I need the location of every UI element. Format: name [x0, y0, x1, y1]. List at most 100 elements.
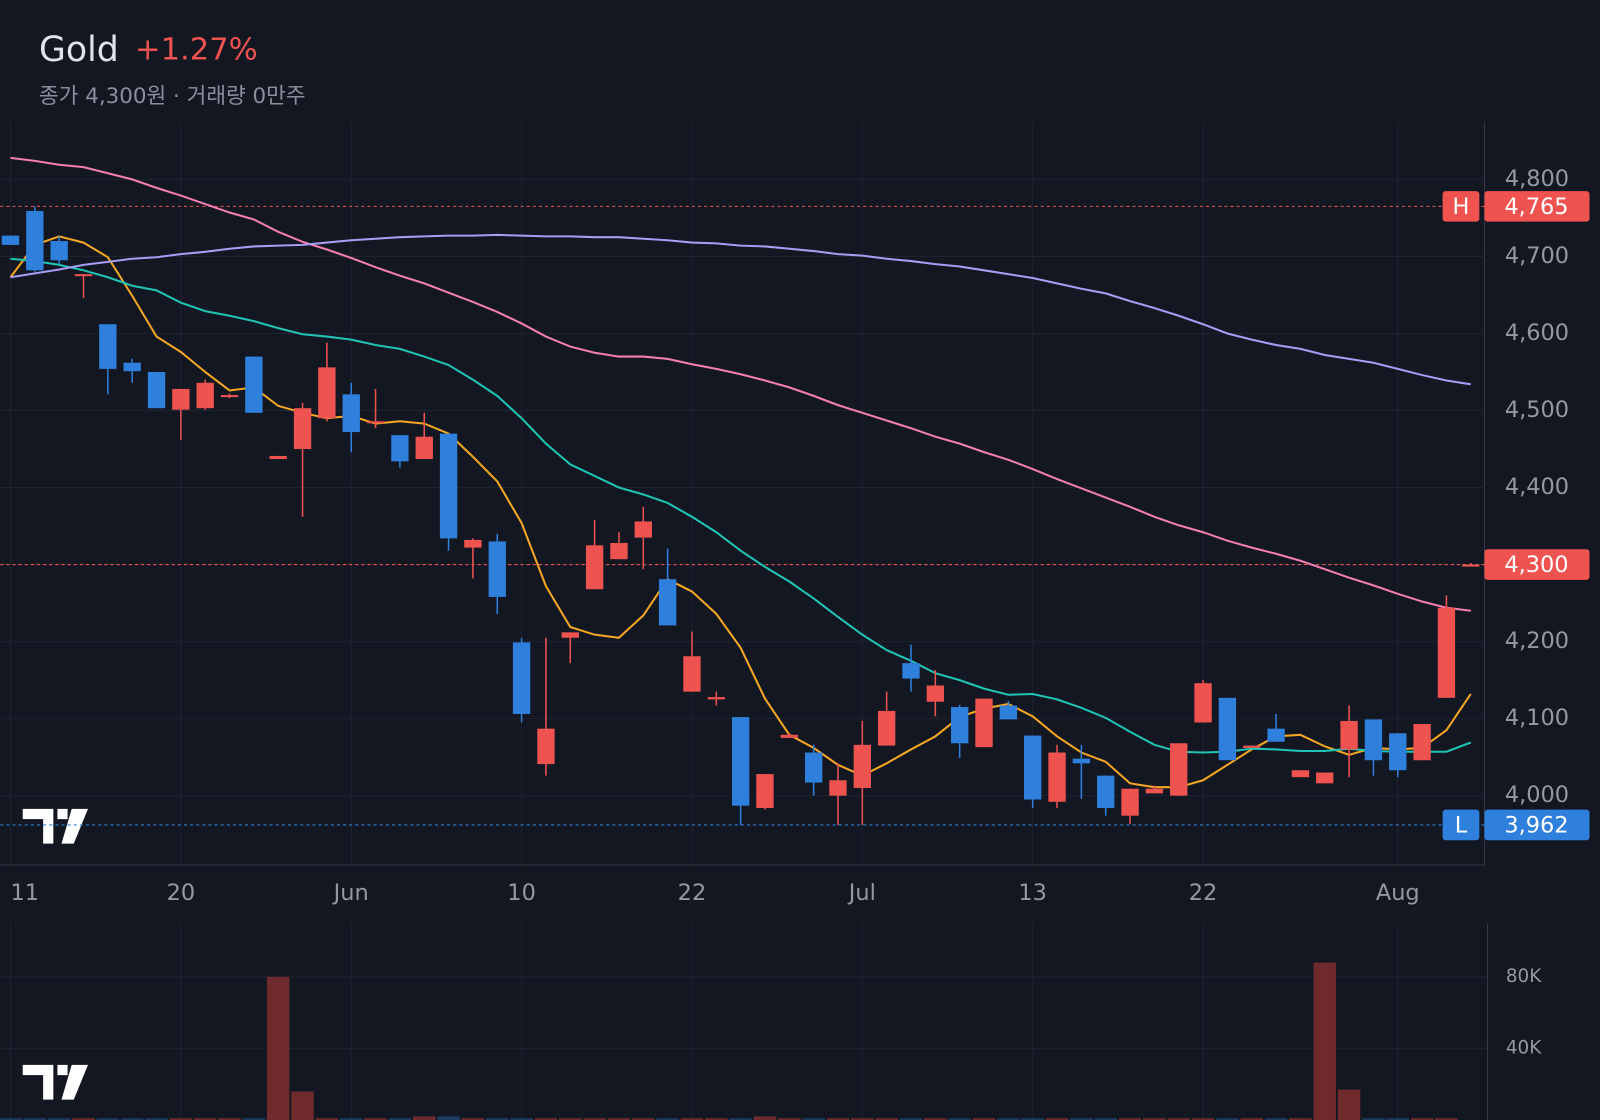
volume-bar [120, 1118, 144, 1120]
volume-bar [680, 1118, 704, 1120]
volume-bar [607, 1118, 631, 1120]
x-tick-label: Jun [332, 880, 369, 906]
volume-bar [1435, 1118, 1458, 1120]
volume-bar [340, 1118, 363, 1120]
candle-body [731, 717, 750, 806]
candle-body [804, 752, 823, 783]
subtitle: 종가 4,300원 · 거래량 0만주 [39, 84, 305, 109]
volume-bar [559, 1118, 582, 1120]
volume-bar [72, 1118, 95, 1120]
candle-body [1364, 719, 1383, 761]
candle-body [951, 707, 969, 744]
volume-bar [1289, 1118, 1312, 1120]
volume-bar [193, 1118, 217, 1120]
volume-bar [96, 1118, 120, 1120]
x-tick-label: 22 [678, 880, 707, 906]
volume-bar [0, 1118, 22, 1120]
candle-body [26, 210, 44, 271]
volume-bar [461, 1118, 485, 1120]
y-tick-label: 40K [1506, 1037, 1542, 1058]
moving-average-line [10, 156, 1471, 612]
y-tick-label: 80K [1506, 966, 1542, 987]
logo [22, 808, 89, 1100]
volume-bar [1240, 1118, 1263, 1120]
candle-body [1267, 728, 1285, 742]
volume-bar [242, 1118, 266, 1120]
volume-bar [705, 1118, 728, 1120]
candle-body [415, 436, 433, 460]
volume-bar [997, 1118, 1020, 1120]
volume-bar [1021, 1118, 1044, 1120]
volume-bar [802, 1118, 825, 1120]
volume-bar [169, 1118, 193, 1120]
candle-body [537, 728, 555, 765]
logo-mark [22, 808, 89, 844]
y-tick-label: 4,000 [1505, 782, 1569, 808]
letter-badge-label: L [1455, 812, 1468, 838]
candle-body [902, 663, 920, 679]
volume-bar [875, 1118, 898, 1120]
candle-body [756, 774, 774, 808]
y-tick-label: 4,600 [1505, 320, 1569, 346]
candle-body [780, 734, 798, 738]
candle-body [342, 394, 360, 433]
candle-body [1218, 697, 1237, 761]
candle-body [1048, 752, 1066, 802]
candle-body [293, 408, 312, 450]
volume-bar [1045, 1118, 1069, 1120]
x-tick-label: Jul [847, 880, 876, 906]
volume-bar [1143, 1118, 1166, 1120]
candle-body [829, 780, 847, 796]
volume-bar [23, 1118, 47, 1120]
volume-bar [218, 1118, 241, 1120]
volume-bar [1216, 1118, 1239, 1120]
x-tick-label: Aug [1376, 880, 1420, 906]
volume-bar [388, 1118, 412, 1120]
candle-body [610, 542, 628, 560]
candle-body [196, 382, 214, 409]
volume-bar [753, 1116, 777, 1120]
moving-average-line [10, 233, 1471, 386]
candle-body [123, 362, 141, 372]
y-tick-label: 4,200 [1505, 628, 1569, 654]
volume-bar [924, 1118, 947, 1120]
volume-bar [899, 1118, 923, 1120]
candle-body [1170, 743, 1188, 796]
candle-body [585, 545, 604, 590]
volume-bar [972, 1118, 996, 1120]
price-badge-label: 3,962 [1504, 812, 1568, 838]
volume-bar [1410, 1118, 1434, 1120]
volume-bar [1313, 962, 1336, 1120]
title: Gold [39, 30, 119, 70]
price-badge-label: 4,765 [1504, 194, 1568, 220]
candle-body [1413, 724, 1431, 761]
candle-body [366, 421, 385, 424]
volume-bar [583, 1118, 606, 1120]
candle-body [1194, 683, 1212, 723]
candle-body [926, 685, 945, 702]
volume-bar [729, 1118, 752, 1120]
candle-body [74, 274, 93, 277]
volume-bar [632, 1118, 655, 1120]
candle-body [1316, 772, 1334, 784]
candle-body [707, 697, 725, 700]
candle-body [634, 521, 652, 538]
candle-body [391, 435, 409, 462]
volume-bar [145, 1118, 168, 1120]
price-badge [1484, 191, 1590, 222]
volume-bar [291, 1091, 314, 1120]
candle-body [220, 395, 239, 398]
candle-body [1072, 758, 1091, 764]
volume-bar [510, 1118, 533, 1120]
volume-bar [47, 1118, 71, 1120]
y-tick-label: 4,800 [1505, 166, 1569, 192]
y-tick-label: 4,500 [1505, 397, 1569, 423]
volume-bar [437, 1116, 460, 1120]
price-badge [1484, 809, 1590, 841]
price-badge-label: 4,300 [1504, 552, 1568, 578]
candle-body [488, 541, 506, 597]
candle-body [1340, 720, 1358, 750]
candle-body [1, 235, 20, 245]
candle-body [512, 642, 531, 715]
